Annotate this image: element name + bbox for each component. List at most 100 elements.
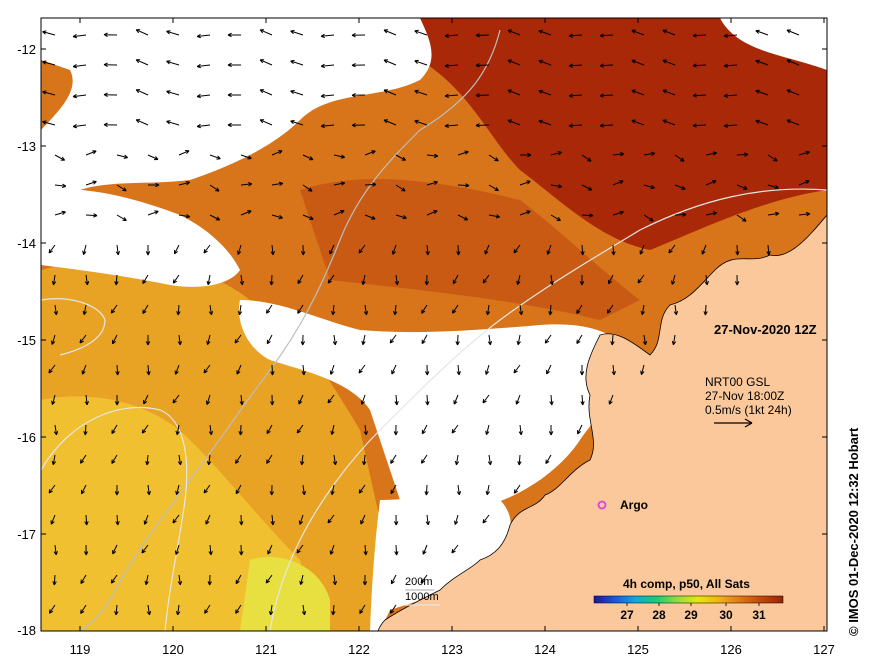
current-vector-arrow-258 xyxy=(487,334,493,346)
current-vector-arrow-62 xyxy=(414,89,428,96)
current-vector-arrow-84 xyxy=(320,123,335,129)
current-vector-arrow-132 xyxy=(271,181,284,187)
lon-tick-124: 124 xyxy=(534,642,556,657)
current-vector-arrow-171 xyxy=(705,211,718,216)
current-vector-arrow-401 xyxy=(175,604,181,616)
current-vector-arrow-211 xyxy=(424,274,430,286)
current-vector-arrow-154 xyxy=(178,214,191,219)
current-vector-arrow-51 xyxy=(72,93,87,99)
current-vector-arrow-230 xyxy=(297,304,304,314)
current-vector-arrow-387 xyxy=(144,574,149,586)
current-vector-arrow-27 xyxy=(103,62,118,67)
colorbar-tick-31: 31 xyxy=(752,608,766,622)
current-vector-arrow-292 xyxy=(270,394,275,406)
current-vector-arrow-260 xyxy=(544,334,552,344)
current-vector-arrow-405 xyxy=(301,604,307,616)
current-vector-arrow-181 xyxy=(237,244,242,255)
current-vector-arrow-331 xyxy=(332,454,338,466)
current-vector-arrow-79 xyxy=(166,120,180,126)
current-vector-arrow-185 xyxy=(358,244,366,254)
current-vector-arrow-244 xyxy=(51,334,56,345)
current-vector-arrow-124 xyxy=(798,150,810,156)
isobath-200m-label: 200m xyxy=(405,576,433,588)
current-vector-arrow-373 xyxy=(141,544,149,554)
current-vector-arrow-236 xyxy=(485,304,491,316)
current-vector-arrow-273 xyxy=(301,364,306,376)
current-vector-arrow-403 xyxy=(235,604,242,614)
current-vector-arrow-104 xyxy=(178,150,190,156)
current-vector-arrow-22 xyxy=(723,33,738,38)
current-vector-arrow-350 xyxy=(390,484,397,495)
current-vector-arrow-26 xyxy=(72,63,87,69)
current-vector-arrow-377 xyxy=(267,544,273,555)
current-vector-arrow-24 xyxy=(786,29,800,36)
current-vector-arrow-135 xyxy=(364,182,377,187)
lon-tick-125: 125 xyxy=(627,642,649,657)
current-vector-arrow-305 xyxy=(83,424,88,436)
current-vector-arrow-272 xyxy=(270,364,275,376)
current-vector-arrow-323 xyxy=(79,454,87,464)
current-vector-arrow-29 xyxy=(166,60,180,66)
isobath-1000m-west xyxy=(41,298,188,631)
current-vector-arrow-138 xyxy=(457,183,470,188)
current-vector-arrow-146 xyxy=(705,180,717,186)
current-vector-arrow-96 xyxy=(692,123,707,128)
current-vector-arrow-175 xyxy=(48,244,56,254)
current-vector-arrow-363 xyxy=(298,514,304,525)
current-vector-arrow-340 xyxy=(81,484,87,495)
current-vector-arrow-246 xyxy=(112,334,118,345)
current-vector-arrow-277 xyxy=(424,364,430,376)
current-vector-arrow-114 xyxy=(488,154,499,162)
current-vector-arrow-78 xyxy=(135,119,149,126)
current-vector-arrow-201 xyxy=(114,274,119,286)
current-vector-arrow-112 xyxy=(426,153,439,158)
colorbar: 4h comp, p50, All Sats 27 28 29 30 31 xyxy=(593,577,784,622)
current-vector-arrow-23 xyxy=(755,29,769,36)
current-vector-arrow-271 xyxy=(236,364,242,375)
current-vector-arrow-17 xyxy=(568,33,583,38)
current-vector-arrow-109 xyxy=(333,154,346,159)
current-vector-arrow-157 xyxy=(271,214,283,220)
current-vector-arrow-46 xyxy=(692,63,707,68)
current-vector-arrow-199 xyxy=(51,274,57,286)
current-vector-arrow-312 xyxy=(296,424,304,434)
current-vector-arrow-151 xyxy=(85,213,98,218)
current-vector-arrow-184 xyxy=(329,244,335,255)
current-vector-arrow-14 xyxy=(475,33,490,38)
current-vector-arrow-169 xyxy=(643,214,654,222)
current-vector-arrow-120 xyxy=(674,154,685,162)
current-vector-arrow-315 xyxy=(393,424,399,436)
current-vector-arrow-28 xyxy=(135,59,149,66)
current-vector-arrow-11 xyxy=(383,29,397,36)
current-vector-arrow-381 xyxy=(394,544,399,556)
current-vector-arrow-379 xyxy=(329,544,335,555)
current-vector-arrow-125 xyxy=(54,183,67,189)
current-vector-arrow-261 xyxy=(576,334,583,345)
current-vector-arrow-187 xyxy=(425,244,430,256)
sst-lightest-region xyxy=(240,556,330,631)
current-vector-arrow-234 xyxy=(421,304,428,314)
current-vector-arrow-278 xyxy=(456,364,461,376)
current-vector-arrow-214 xyxy=(516,274,521,286)
current-vector-arrow-243 xyxy=(703,304,708,316)
current-vector-arrow-170 xyxy=(674,212,687,217)
current-vector-arrow-362 xyxy=(270,514,275,526)
current-vector-arrow-321 xyxy=(577,424,583,435)
sst-dark-region xyxy=(420,18,827,250)
current-vector-arrow-126 xyxy=(85,180,97,186)
current-vector-arrow-70 xyxy=(662,89,676,96)
current-vector-arrow-316 xyxy=(421,424,428,435)
current-vector-arrow-33 xyxy=(290,60,304,66)
current-vector-arrow-102 xyxy=(116,154,129,159)
current-legend-scale: 0.5m/s (1kt 24h) xyxy=(705,403,792,417)
current-vector-arrow-196 xyxy=(701,244,707,255)
current-vector-arrow-40 xyxy=(507,59,521,66)
current-vector-arrow-287 xyxy=(114,394,120,406)
cloud-northeast xyxy=(720,18,827,70)
current-vector-arrow-252 xyxy=(300,334,306,346)
current-vector-arrow-4 xyxy=(166,30,180,36)
current-vector-arrow-404 xyxy=(268,604,274,616)
current-vector-arrow-2 xyxy=(103,32,118,37)
current-vector-arrow-204 xyxy=(206,274,211,286)
current-vector-arrow-147 xyxy=(736,184,748,190)
